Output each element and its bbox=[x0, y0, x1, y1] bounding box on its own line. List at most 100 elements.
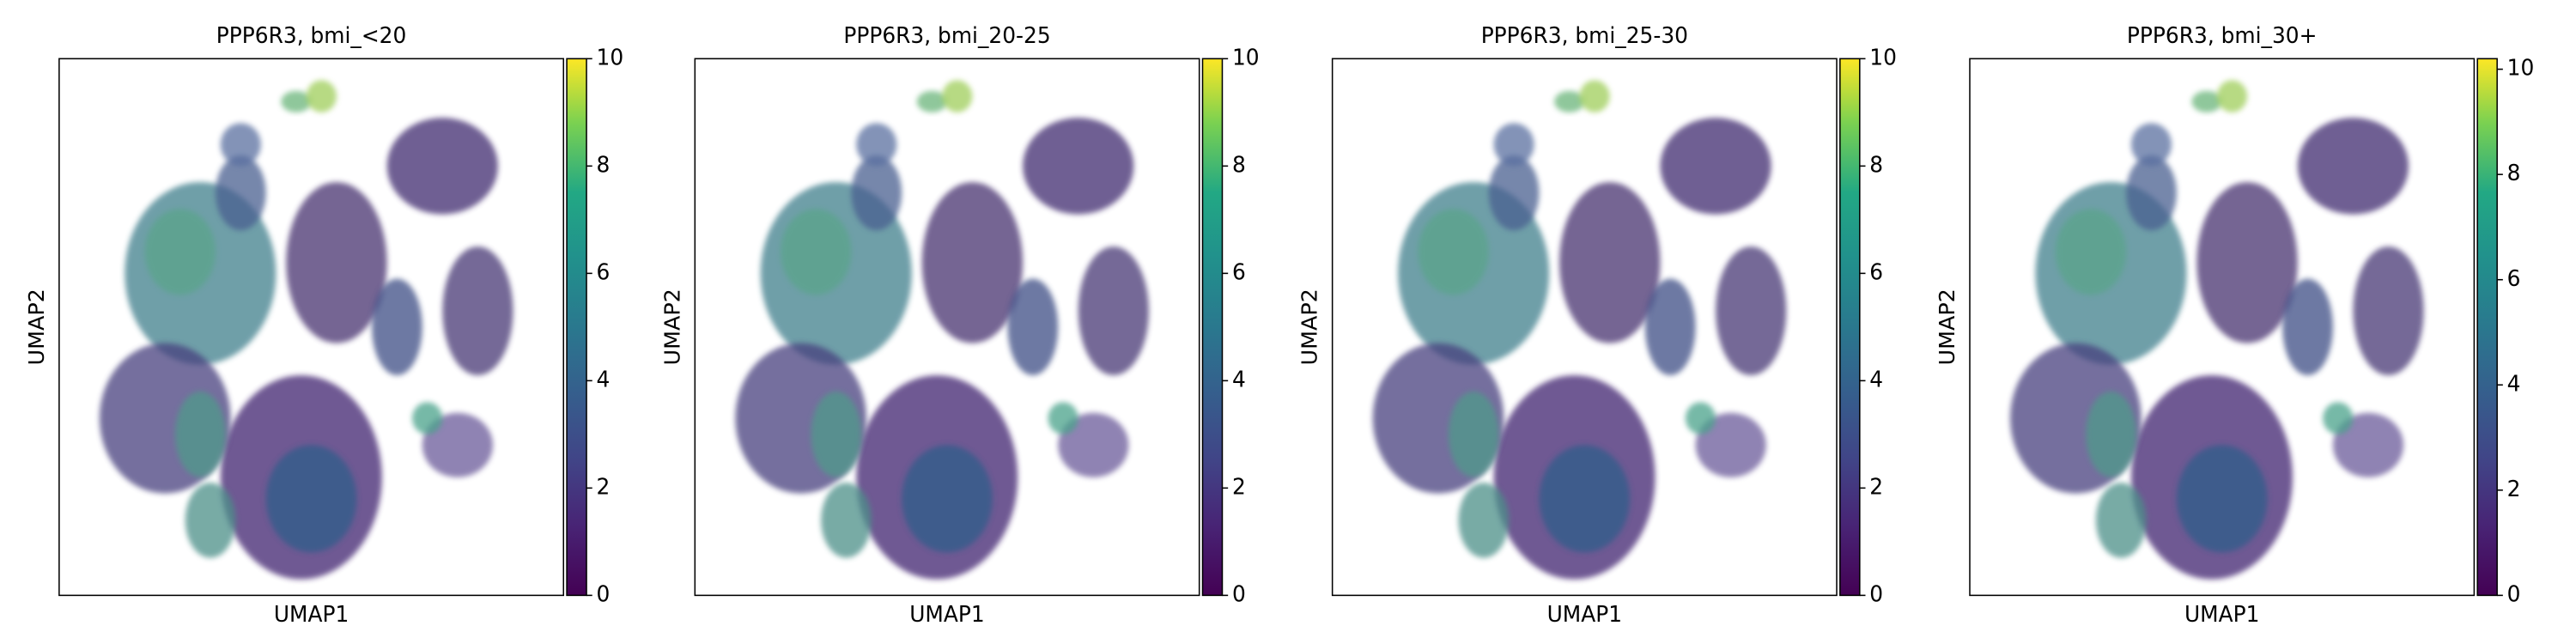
cluster-shape bbox=[1023, 118, 1134, 215]
cluster-shape bbox=[174, 391, 226, 477]
colorbar-tick-label: 8 bbox=[597, 152, 611, 177]
chart-title: PPP6R3, bmi_<20 bbox=[216, 23, 407, 48]
cluster-shape bbox=[1695, 412, 1766, 477]
colorbar-tick-label: 2 bbox=[2507, 477, 2521, 501]
cluster-shape bbox=[856, 123, 897, 167]
colorbar-tick-label: 2 bbox=[1869, 474, 1883, 499]
colorbar bbox=[1839, 58, 1861, 597]
colorbar-tick-label: 4 bbox=[2507, 371, 2521, 396]
cluster-shape bbox=[2216, 80, 2248, 112]
cluster-shape bbox=[1007, 278, 1059, 376]
cluster-shape bbox=[1048, 402, 1078, 434]
cluster-shape bbox=[902, 445, 993, 553]
colorbar bbox=[2476, 58, 2498, 597]
cluster-shape bbox=[1716, 246, 1787, 376]
cluster-shape bbox=[2196, 182, 2298, 343]
colorbar-tick-label: 8 bbox=[2507, 161, 2521, 185]
x-axis-label: UMAP1 bbox=[2184, 602, 2259, 627]
x-axis-label: UMAP1 bbox=[909, 602, 984, 627]
cluster-shape bbox=[1078, 246, 1149, 376]
y-axis-label: UMAP2 bbox=[24, 289, 49, 365]
cluster-shape bbox=[1458, 483, 1510, 558]
cluster-shape bbox=[2323, 402, 2354, 434]
cluster-shape bbox=[2095, 483, 2147, 558]
cluster-shape bbox=[1058, 412, 1129, 477]
cluster-shape bbox=[265, 445, 357, 553]
colorbar-tick-label: 2 bbox=[1232, 474, 1246, 499]
cluster-shape bbox=[821, 483, 872, 558]
cluster-shape bbox=[144, 209, 216, 295]
panel: PPP6R3, bmi_30+ UMAP1 UMAP2 0 2 4 6 8 10 bbox=[1935, 23, 2534, 627]
colorbar-tick-label: 0 bbox=[1232, 581, 1246, 606]
colorbar-tick-label: 10 bbox=[1869, 45, 1897, 70]
colorbar-tick-label: 8 bbox=[1232, 152, 1246, 177]
colorbar bbox=[566, 58, 587, 597]
colorbar-tick-label: 4 bbox=[1232, 367, 1246, 392]
cluster-shape bbox=[2297, 118, 2409, 215]
colorbar-tick-label: 0 bbox=[597, 581, 611, 606]
cluster-shape bbox=[2332, 412, 2404, 477]
cluster-shape bbox=[1493, 123, 1534, 167]
cluster-shape bbox=[1685, 402, 1716, 434]
cluster-shape bbox=[2176, 445, 2268, 553]
cluster-shape bbox=[2086, 391, 2136, 477]
y-axis-label: UMAP2 bbox=[660, 289, 685, 365]
cluster-shape bbox=[1488, 155, 1540, 231]
colorbar-tick-label: 0 bbox=[2507, 581, 2521, 606]
cluster-shape bbox=[1418, 209, 1489, 295]
cluster-shape bbox=[2191, 90, 2222, 112]
colorbar-tick-label: 6 bbox=[2507, 266, 2521, 291]
cluster-shape bbox=[185, 483, 236, 558]
colorbar-tick-label: 0 bbox=[1869, 581, 1883, 606]
cluster-shape bbox=[1558, 182, 1661, 343]
cluster-shape bbox=[781, 209, 852, 295]
cluster-shape bbox=[386, 118, 498, 215]
cluster-shape bbox=[942, 80, 973, 112]
y-axis-label: UMAP2 bbox=[1935, 289, 1959, 365]
colorbar bbox=[1201, 58, 1224, 597]
cluster-shape bbox=[1644, 278, 1696, 376]
panel: PPP6R3, bmi_20-25 UMAP1 UMAP2 0 2 4 6 8 10 bbox=[660, 23, 1260, 627]
cluster-shape bbox=[2282, 278, 2333, 376]
cluster-shape bbox=[2353, 246, 2424, 376]
cluster-shape bbox=[442, 246, 513, 376]
panel: PPP6R3, bmi_25-30 UMAP1 UMAP2 0 2 4 6 8 10 bbox=[1297, 23, 1897, 627]
colorbar-tick-label: 8 bbox=[1869, 152, 1883, 177]
colorbar-tick-label: 10 bbox=[597, 45, 624, 70]
cluster-shape bbox=[1539, 445, 1631, 553]
colorbar-tick-label: 4 bbox=[597, 367, 611, 392]
cluster-shape bbox=[851, 155, 902, 231]
chart-title: PPP6R3, bmi_20-25 bbox=[843, 23, 1050, 48]
colorbar-tick-label: 6 bbox=[597, 259, 611, 284]
cluster-shape bbox=[916, 90, 947, 112]
colorbar-tick-label: 10 bbox=[2507, 55, 2535, 80]
axes-frame bbox=[1969, 58, 2476, 597]
cluster-shape bbox=[1554, 90, 1585, 112]
chart-title: PPP6R3, bmi_30+ bbox=[2127, 23, 2318, 48]
axes-frame bbox=[58, 58, 565, 597]
colorbar-tick-label: 6 bbox=[1869, 259, 1883, 284]
chart-title: PPP6R3, bmi_25-30 bbox=[1481, 23, 1688, 48]
colorbar-tick-label: 6 bbox=[1232, 259, 1246, 284]
cluster-shape bbox=[1448, 391, 1499, 477]
panel: PPP6R3, bmi_<20 UMAP1 UMAP2 0 2 4 6 8 10 bbox=[24, 23, 623, 627]
cluster-shape bbox=[1660, 118, 1771, 215]
cluster-shape bbox=[811, 391, 862, 477]
cluster-shape bbox=[2130, 123, 2172, 167]
cluster-shape bbox=[2126, 155, 2177, 231]
cluster-shape bbox=[306, 80, 337, 112]
colorbar-tick-label: 2 bbox=[597, 474, 611, 499]
colorbar-tick-label: 4 bbox=[1869, 367, 1883, 392]
cluster-shape bbox=[422, 412, 494, 477]
cluster-shape bbox=[281, 90, 312, 112]
x-axis-label: UMAP1 bbox=[1547, 602, 1622, 627]
y-axis-label: UMAP2 bbox=[1297, 289, 1322, 365]
colorbar-tick-label: 10 bbox=[1232, 45, 1260, 70]
cluster-shape bbox=[215, 155, 266, 231]
cluster-shape bbox=[220, 123, 261, 167]
axes-frame bbox=[694, 58, 1200, 597]
cluster-shape bbox=[2055, 209, 2127, 295]
cluster-shape bbox=[286, 182, 387, 343]
